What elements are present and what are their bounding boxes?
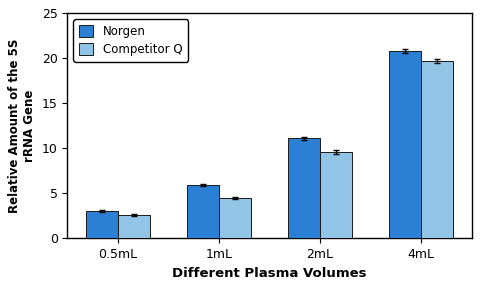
X-axis label: Different Plasma Volumes: Different Plasma Volumes	[172, 267, 367, 280]
Legend: Norgen, Competitor Q: Norgen, Competitor Q	[73, 19, 189, 62]
Bar	[421, 61, 453, 238]
Bar	[118, 215, 150, 238]
Bar	[320, 152, 352, 238]
Bar	[389, 51, 421, 238]
Bar	[288, 139, 320, 238]
Y-axis label: Relative Amount of the 5S
rRNA Gene: Relative Amount of the 5S rRNA Gene	[8, 39, 36, 213]
Bar	[219, 198, 252, 238]
Bar	[86, 211, 118, 238]
Bar	[187, 185, 219, 238]
